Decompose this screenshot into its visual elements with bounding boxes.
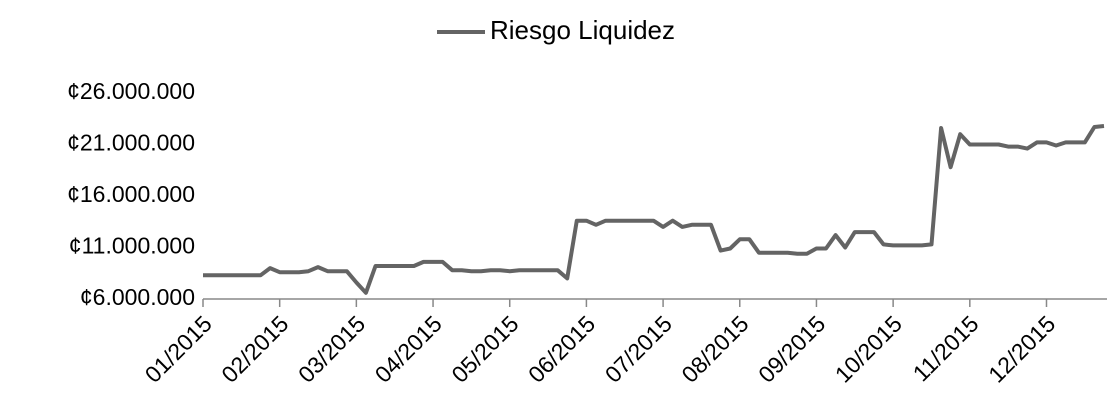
x-tick-label: 07/2015: [600, 310, 677, 387]
x-tick-label: 01/2015: [140, 310, 217, 387]
y-tick-label: ¢21.000.000: [67, 130, 195, 156]
x-tick-label: 02/2015: [216, 310, 293, 387]
y-tick-label: ¢16.000.000: [67, 181, 195, 207]
x-tick-label: 10/2015: [830, 310, 907, 387]
y-tick-label: ¢26.000.000: [67, 78, 195, 104]
x-tick-label: 11/2015: [908, 310, 984, 386]
y-tick-label: ¢11.000.000: [69, 233, 195, 259]
x-tick-label: 05/2015: [446, 310, 523, 387]
x-tick-label: 09/2015: [753, 310, 830, 387]
x-tick-label: 06/2015: [523, 310, 600, 387]
x-tick-label: 12/2015: [983, 310, 1060, 387]
x-tick-label: 03/2015: [293, 310, 370, 387]
x-tick-label: 04/2015: [370, 310, 447, 387]
legend-label: Riesgo Liquidez: [490, 15, 675, 45]
y-tick-label: ¢6.000.000: [80, 284, 195, 310]
series-line: [203, 124, 1105, 295]
x-tick-label: 08/2015: [676, 310, 753, 387]
